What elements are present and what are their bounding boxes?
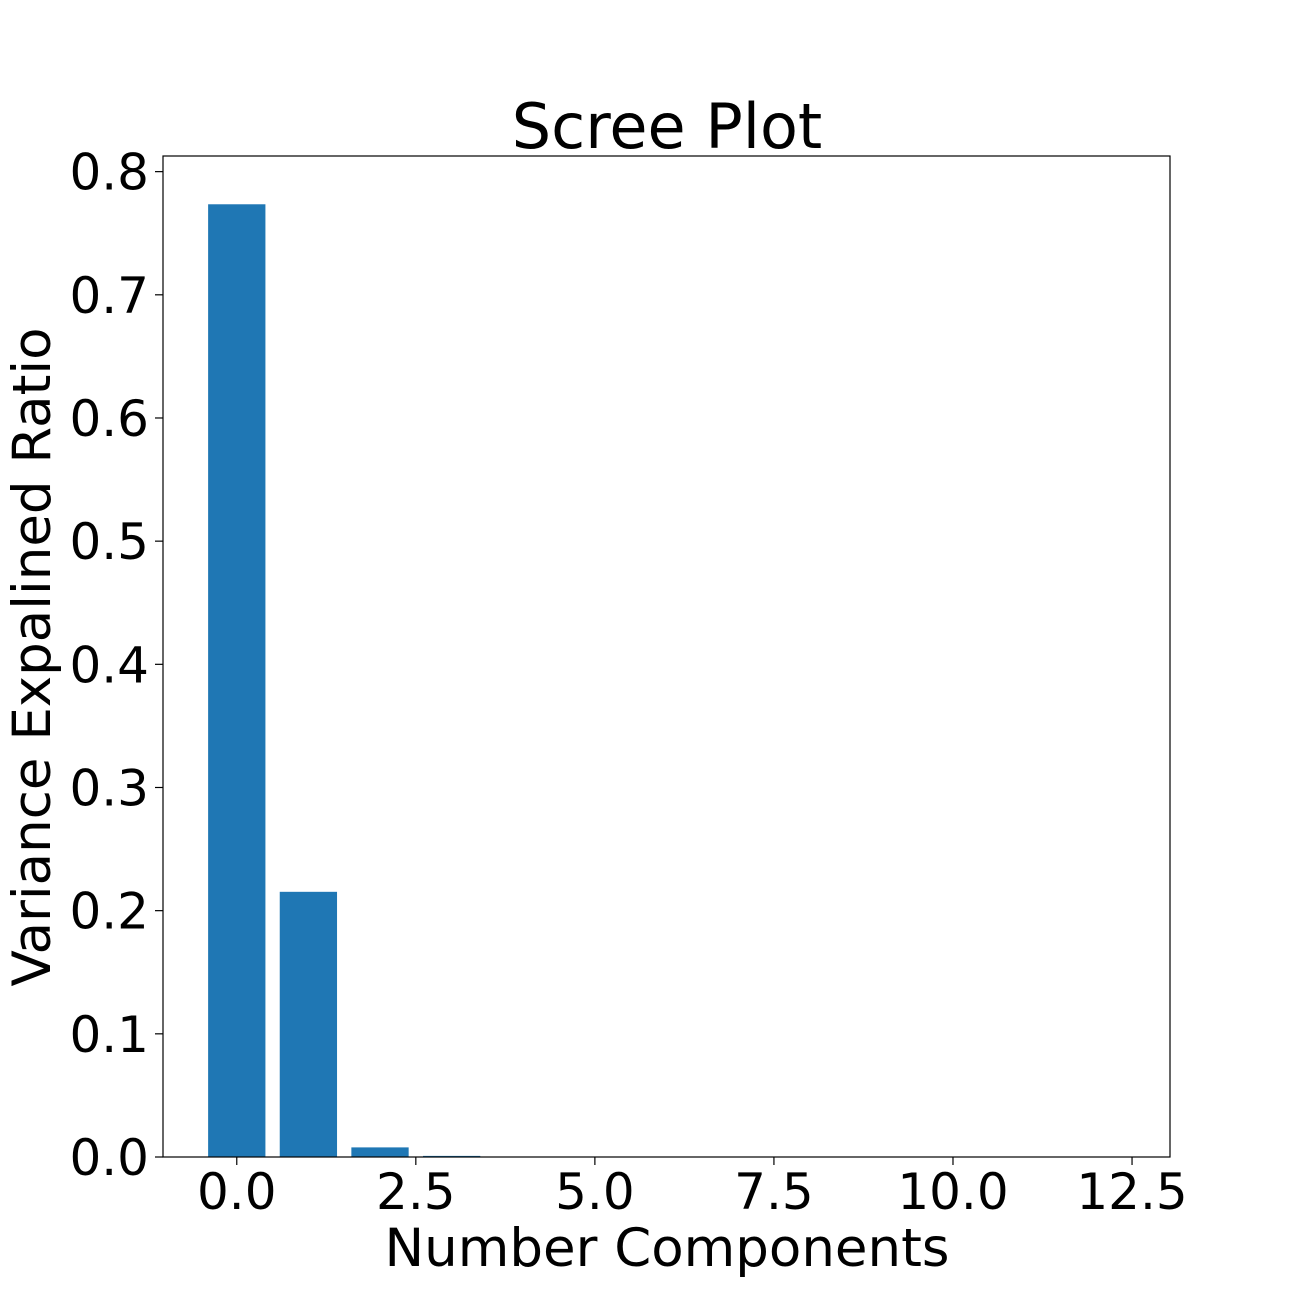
bar-component-2 bbox=[351, 1147, 409, 1157]
y-tick-label: 0.5 bbox=[69, 513, 149, 571]
y-axis-label: Variance Expalined Ratio bbox=[2, 328, 63, 987]
bar-component-0 bbox=[208, 204, 266, 1157]
y-tick-label: 0.0 bbox=[69, 1129, 149, 1187]
x-axis-ticks: 0.0 2.5 5.0 7.5 10.0 12.5 bbox=[197, 1157, 1188, 1221]
y-tick-label: 0.2 bbox=[69, 883, 149, 941]
x-tick-label: 7.5 bbox=[734, 1163, 814, 1221]
plot-frame bbox=[162, 155, 1171, 1158]
x-tick-label: 10.0 bbox=[897, 1163, 1008, 1221]
x-tick-label: 2.5 bbox=[376, 1163, 456, 1221]
y-tick-label: 0.1 bbox=[69, 1006, 149, 1064]
x-tick-label: 5.0 bbox=[555, 1163, 635, 1221]
y-axis-ticks: 0.0 0.1 0.2 0.3 0.4 0.5 0.6 0.7 0.8 bbox=[69, 144, 163, 1187]
chart-title: Scree Plot bbox=[512, 90, 822, 163]
y-tick-label: 0.4 bbox=[69, 636, 149, 694]
x-axis-label: Number Components bbox=[384, 1218, 949, 1279]
bar-component-1 bbox=[279, 891, 338, 1157]
y-tick-label: 0.7 bbox=[69, 267, 149, 325]
y-tick-label: 0.8 bbox=[69, 144, 149, 202]
y-tick-label: 0.3 bbox=[69, 759, 149, 817]
x-tick-label: 0.0 bbox=[197, 1163, 277, 1221]
y-tick-label: 0.6 bbox=[69, 390, 149, 448]
bars-group bbox=[208, 204, 696, 1157]
x-tick-label: 12.5 bbox=[1076, 1163, 1187, 1221]
